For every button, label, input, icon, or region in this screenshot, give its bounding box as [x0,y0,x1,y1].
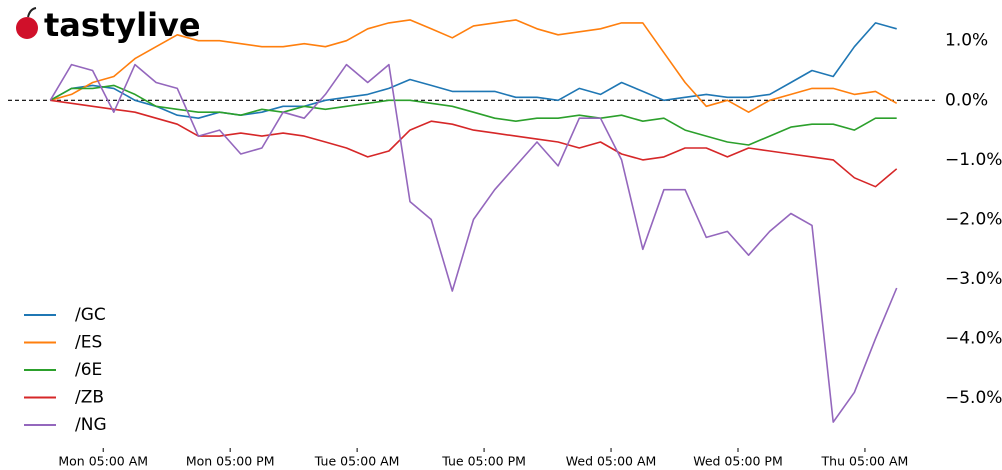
logo-cherry [16,17,38,39]
y-tick-label: −4.0% [945,329,1002,349]
y-tick-label: −3.0% [945,269,1002,289]
x-tick-label: Tue 05:00 AM [314,454,400,469]
x-tick-label: Mon 05:00 PM [186,454,275,469]
series-line [49,84,897,146]
y-tick-label: 1.0% [945,31,988,51]
x-tick-label: Thu 05:00 AM [821,454,909,469]
series-line [50,99,898,188]
legend-label: /GC [75,305,106,325]
legend-label: /NG [75,415,107,435]
y-tick-label: −5.0% [945,388,1002,408]
x-tick-label: Wed 05:00 PM [693,454,783,469]
series-line [49,22,897,119]
x-tick-label: Wed 05:00 AM [566,454,657,469]
logo: tastylive [16,6,201,44]
y-tick-label: 0.0% [945,90,988,110]
series-line [49,63,898,423]
logo-text: tastylive [44,6,201,44]
x-tick-label: Tue 05:00 PM [441,454,526,469]
series-line [50,19,898,113]
x-tick-label: Mon 05:00 AM [58,454,148,469]
legend-label: /ES [75,333,102,353]
y-tick-label: −2.0% [945,209,1002,229]
logo-stem [27,7,37,18]
legend-label: /6E [75,360,102,380]
y-tick-label: −1.0% [945,150,1002,170]
legend-label: /ZB [75,388,104,408]
